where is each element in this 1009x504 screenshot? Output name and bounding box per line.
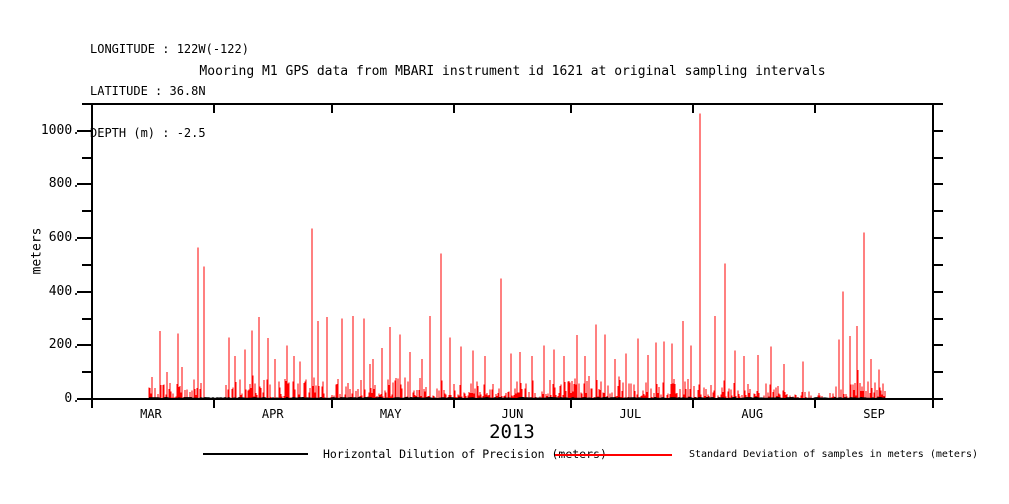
chart-title: Mooring M1 GPS data from MBARI instrumen…	[199, 64, 826, 79]
month-label: SEP	[863, 407, 885, 421]
y-tick-label: 600.	[48, 230, 80, 246]
y-tick-label: 400.	[48, 283, 80, 299]
y-tick-label: 1000.	[40, 122, 80, 138]
axes-and-ticks	[77, 103, 943, 408]
x-axis-year-label: 2013	[489, 421, 535, 443]
month-label: AUG	[741, 407, 764, 421]
latitude-label: LATITUDE : 36.8N	[90, 84, 206, 98]
month-label: MAY	[379, 407, 402, 421]
y-tick-label: 0.	[64, 391, 80, 406]
legend-label-hdop: Horizontal Dilution of Precision (meters…	[323, 447, 607, 461]
header-metadata: LONGITUDE : 122W(-122) LATITUDE : 36.8N …	[90, 14, 249, 168]
depth-label: DEPTH (m) : -2.5	[90, 126, 206, 140]
stddev-series	[148, 113, 886, 399]
y-tick-label: 200.	[48, 337, 80, 353]
y-tick-label: 800.	[48, 176, 80, 192]
month-label: JUN	[501, 407, 524, 421]
legend-label-stddev: Standard Deviation of samples in meters …	[689, 449, 978, 460]
legend-line-stddev	[555, 454, 672, 456]
legend-line-hdop	[203, 453, 308, 455]
month-label: JUL	[619, 407, 642, 421]
longitude-label: LONGITUDE : 122W(-122)	[90, 42, 249, 56]
month-label: APR	[261, 407, 284, 421]
month-label: MAR	[140, 407, 162, 421]
